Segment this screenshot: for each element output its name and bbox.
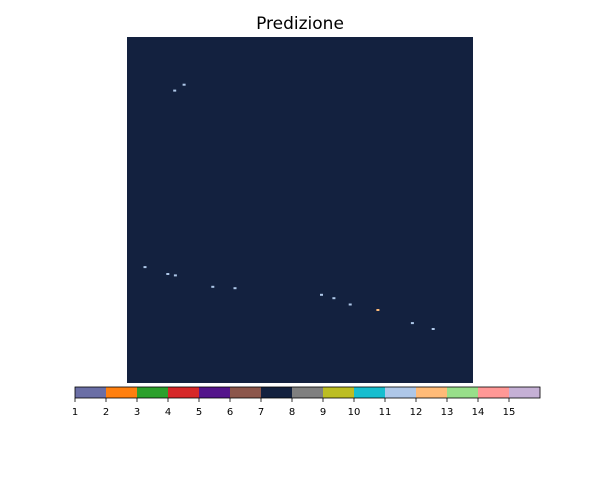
colorbar-segment (261, 387, 293, 398)
colorbar-segment (385, 387, 417, 398)
colorbar-segment (292, 387, 324, 398)
colorbar-tick-label: 11 (379, 407, 392, 418)
colorbar-tick-label: 9 (320, 407, 326, 418)
heatmap-speck (173, 89, 177, 92)
colorbar-segment (478, 387, 510, 398)
colorbar-tick-label: 12 (410, 407, 423, 418)
colorbar-segment (199, 387, 231, 398)
heatmap-speck (431, 328, 435, 330)
heatmap-speck (320, 293, 323, 296)
colorbar-segments (75, 387, 541, 398)
colorbar-segment (230, 387, 262, 398)
heatmap-speck (348, 303, 352, 306)
colorbar-tick-label: 13 (441, 407, 454, 418)
heatmap-speck (173, 274, 177, 277)
heatmap-speck (376, 309, 380, 311)
heatmap-speck (410, 322, 414, 325)
colorbar-tick-label: 4 (165, 407, 171, 418)
colorbar-tick-label: 14 (472, 407, 485, 418)
colorbar-tick-label: 2 (103, 407, 109, 418)
colorbar-tick-label: 8 (289, 407, 295, 418)
heatmap-speck (143, 266, 147, 269)
chart-title: Predizione (256, 14, 344, 34)
prediction-specks (143, 83, 435, 330)
colorbar-segment (323, 387, 355, 398)
colorbar-segment (106, 387, 138, 398)
colorbar-ticks: 1 2 3 4 5 6 7 8 9 10 11 12 13 14 15 (72, 398, 516, 418)
heatmap-speck (233, 287, 237, 290)
colorbar-tick-label: 1 (72, 407, 78, 418)
colorbar-segment (354, 387, 386, 398)
heatmap-background (127, 37, 473, 383)
colorbar-tick-label: 3 (134, 407, 140, 418)
heatmap-speck (166, 273, 170, 275)
colorbar-tick-label: 15 (503, 407, 516, 418)
colorbar-segment (168, 387, 200, 398)
colorbar-tick-label: 6 (227, 407, 233, 418)
colorbar-segment (416, 387, 448, 398)
colorbar-tick-label: 7 (258, 407, 264, 418)
colorbar-tick-label: 10 (348, 407, 361, 418)
colorbar-segment (137, 387, 169, 398)
colorbar-tick-label: 5 (196, 407, 202, 418)
colorbar-segment (447, 387, 479, 398)
heatmap-plot (127, 37, 473, 383)
colorbar: 1 2 3 4 5 6 7 8 9 10 11 12 13 14 15 (72, 386, 541, 418)
heatmap-speck (182, 83, 186, 86)
heatmap-speck (211, 285, 215, 288)
colorbar-outline (74, 386, 541, 399)
colorbar-segment (509, 387, 541, 398)
colorbar-segment (75, 387, 107, 398)
heatmap-speck (332, 297, 336, 300)
